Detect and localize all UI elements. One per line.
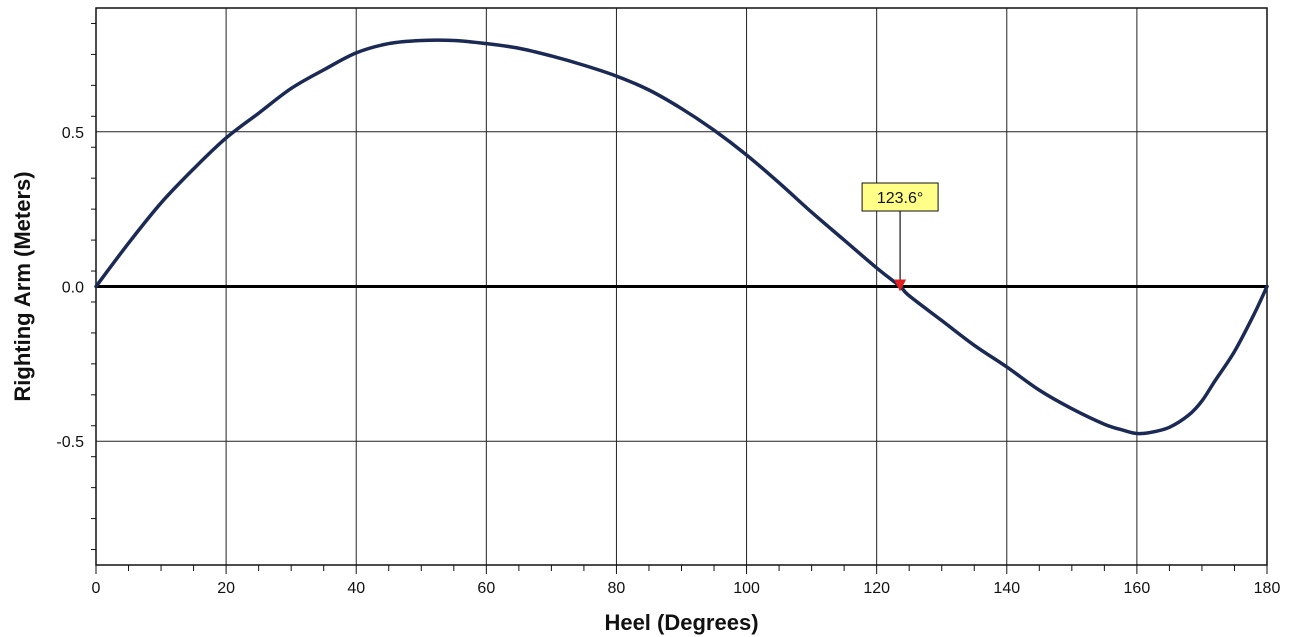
marker-triangle-icon — [894, 279, 907, 292]
y-axis-ticks: 0.5 0.0 -0.5 — [56, 125, 84, 451]
x-tick-label: 40 — [347, 580, 365, 597]
x-axis-title: Heel (Degrees) — [604, 610, 758, 635]
x-tick-label: 80 — [608, 580, 626, 597]
y-tick-label: -0.5 — [56, 434, 84, 451]
marker-label-box — [861, 182, 939, 212]
x-tick-label: 140 — [993, 580, 1020, 597]
marker-group: 123.6° — [861, 182, 939, 292]
righting-arm-curve — [94, 38, 1269, 436]
y-axis-title: Righting Arm (Meters) — [10, 171, 35, 401]
y-tick-label: 0.5 — [62, 125, 84, 142]
x-tick-label: 120 — [863, 580, 890, 597]
x-tick-label: 60 — [477, 580, 495, 597]
marker-label: 123.6° — [877, 190, 923, 207]
x-tick-label: 160 — [1124, 580, 1151, 597]
x-tick-label: 100 — [733, 580, 760, 597]
x-tick-label: 0 — [92, 580, 101, 597]
y-tick-label: 0.0 — [62, 280, 84, 297]
x-tick-label: 20 — [217, 580, 235, 597]
x-axis-ticks: 0 20 40 60 80 100 120 140 160 180 — [92, 580, 1281, 597]
x-tick-label: 180 — [1254, 580, 1281, 597]
minor-ticks — [91, 22, 1268, 574]
